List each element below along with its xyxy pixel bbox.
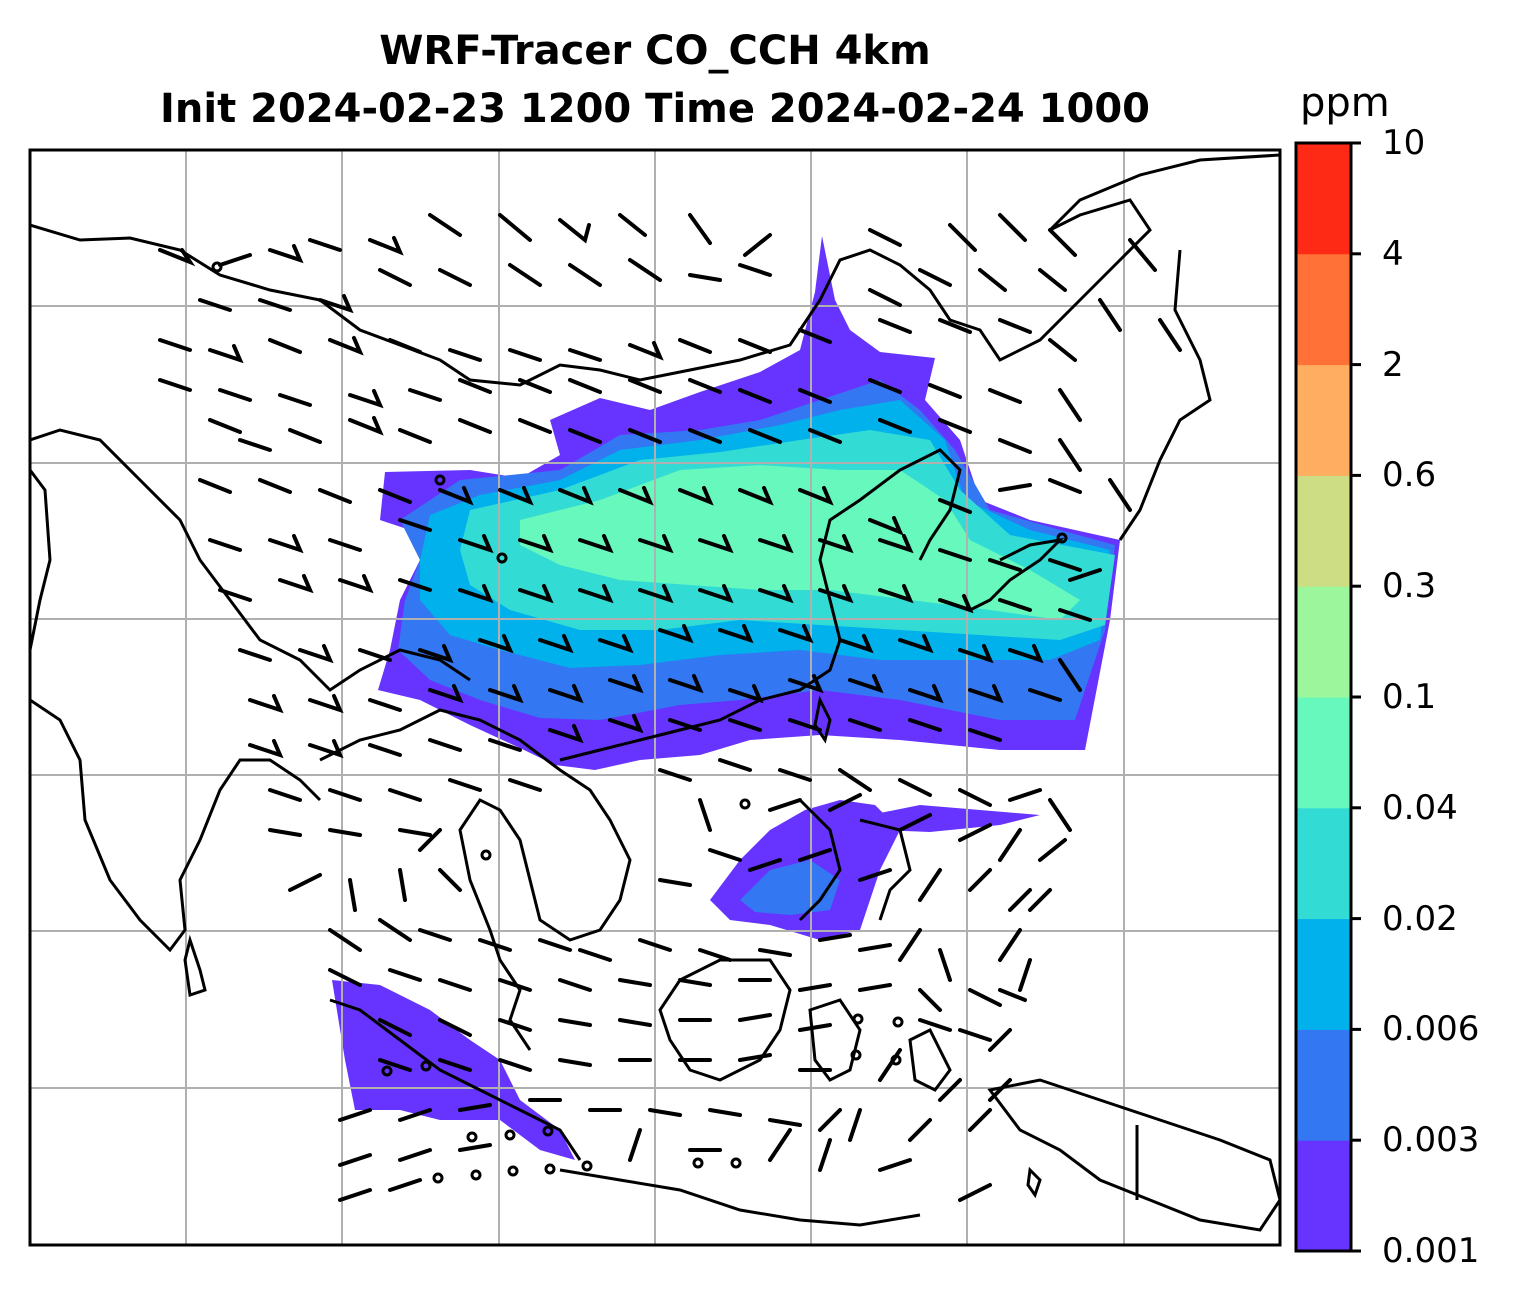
- calm-circles: [211, 261, 1068, 1184]
- colorbar-tick-label: 10: [1382, 123, 1426, 163]
- colorbar-tick-label: 0.003: [1382, 1120, 1480, 1161]
- colorbar-segment-9: [1296, 143, 1351, 255]
- wind-barbs: [158, 213, 1182, 1202]
- colorbar-segment-4: [1296, 697, 1351, 809]
- colorbar-tick-label: 0.02: [1382, 898, 1458, 939]
- colorbar-unit: ppm: [1300, 80, 1390, 126]
- colorbar-tick-label: 0.1: [1382, 677, 1437, 717]
- colorbar-tick-label: 0.006: [1382, 1009, 1480, 1050]
- colorbar-tick-label: 0.001: [1382, 1231, 1480, 1271]
- tracer-field: [332, 236, 1120, 1160]
- colorbar-segment-6: [1296, 475, 1351, 587]
- colorbar-segment-5: [1296, 586, 1351, 698]
- chart-title-line1: WRF-Tracer CO_CCH 4km: [379, 28, 931, 74]
- map-frame: [28, 148, 1282, 1247]
- colorbar-segment-2: [1296, 918, 1351, 1030]
- colorbar-segment-0: [1296, 1140, 1351, 1252]
- colorbar-tick-label: 0.3: [1382, 566, 1437, 607]
- colorbar-tick-label: 0.6: [1382, 455, 1437, 496]
- chart-title-line2: Init 2024-02-23 1200 Time 2024-02-24 100…: [160, 86, 1150, 132]
- plume-north-l5: [520, 465, 1080, 620]
- colorbar-tick-label: 2: [1382, 344, 1404, 385]
- plume-central-l2: [740, 860, 840, 915]
- plume-sumatra: [332, 980, 575, 1160]
- colorbar-segment-7: [1296, 364, 1351, 476]
- colorbar-segment-1: [1296, 1029, 1351, 1141]
- colorbar-segment-8: [1296, 253, 1351, 366]
- colorbar-tick-label: 4: [1382, 233, 1404, 274]
- colorbar-frame: [1294, 141, 1353, 1253]
- colorbar-tick-label: 0.04: [1382, 787, 1458, 828]
- colorbar: [1296, 141, 1361, 1253]
- colorbar-segment-3: [1296, 807, 1351, 920]
